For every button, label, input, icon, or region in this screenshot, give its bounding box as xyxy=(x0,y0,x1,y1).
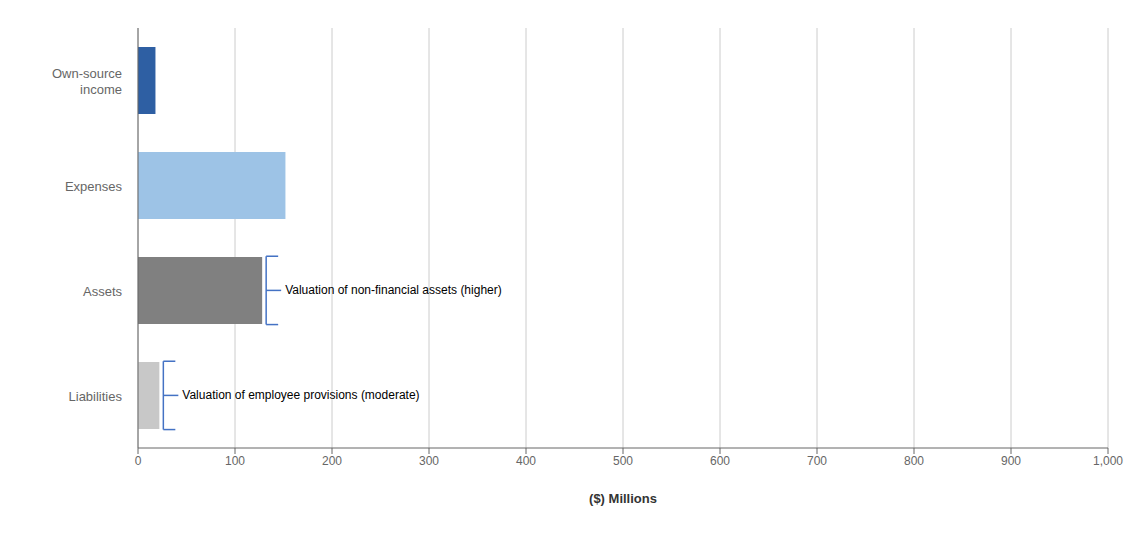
svg-text:($) Millions: ($) Millions xyxy=(589,491,657,506)
svg-text:900: 900 xyxy=(1001,454,1021,468)
svg-text:0: 0 xyxy=(135,454,142,468)
svg-text:200: 200 xyxy=(322,454,342,468)
svg-text:500: 500 xyxy=(613,454,633,468)
svg-text:Expenses: Expenses xyxy=(65,178,123,193)
svg-text:400: 400 xyxy=(516,454,536,468)
svg-text:Assets: Assets xyxy=(83,283,123,298)
svg-text:Own-sourceincome: Own-sourceincome xyxy=(52,65,122,96)
svg-text:600: 600 xyxy=(710,454,730,468)
svg-text:1,000: 1,000 xyxy=(1093,454,1123,468)
svg-text:100: 100 xyxy=(225,454,245,468)
svg-text:700: 700 xyxy=(807,454,827,468)
svg-text:Valuation of employee provisio: Valuation of employee provisions (modera… xyxy=(182,388,419,402)
svg-text:Valuation of non-financial ass: Valuation of non-financial assets (highe… xyxy=(285,283,502,297)
svg-text:300: 300 xyxy=(419,454,439,468)
svg-text:800: 800 xyxy=(904,454,924,468)
svg-text:Liabilities: Liabilities xyxy=(69,388,123,403)
